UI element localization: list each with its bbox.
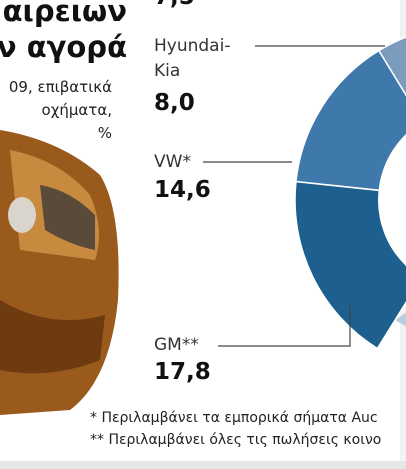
car-photo (0, 130, 119, 415)
value-label: 7,5 (154, 0, 195, 10)
footnote: * Περιλαμβάνει τα εμπορικά σήματα Auc (90, 410, 378, 426)
footnote: ** Περιλαμβάνει όλες τις πωλήσεις κοινο (90, 432, 381, 448)
subtitle-line: % (98, 124, 112, 142)
title-line: ν αγορά (0, 30, 127, 64)
value-label: 8,0 (154, 90, 195, 116)
category-label: Hyundai-Kia (154, 34, 242, 84)
value-label: 17,8 (154, 359, 211, 385)
subtitle-line: 09, επιβατικά (9, 78, 112, 96)
category-label: GM** (154, 333, 242, 358)
category-label: VW* (154, 150, 242, 175)
value-label: 14,6 (154, 177, 211, 203)
title-line: αιρειων (3, 0, 127, 28)
bottom-strip (0, 461, 406, 469)
subtitle-line: οχήματα, (42, 101, 112, 119)
page: {"chart_data": {"type": "donut", "title"… (0, 0, 406, 469)
